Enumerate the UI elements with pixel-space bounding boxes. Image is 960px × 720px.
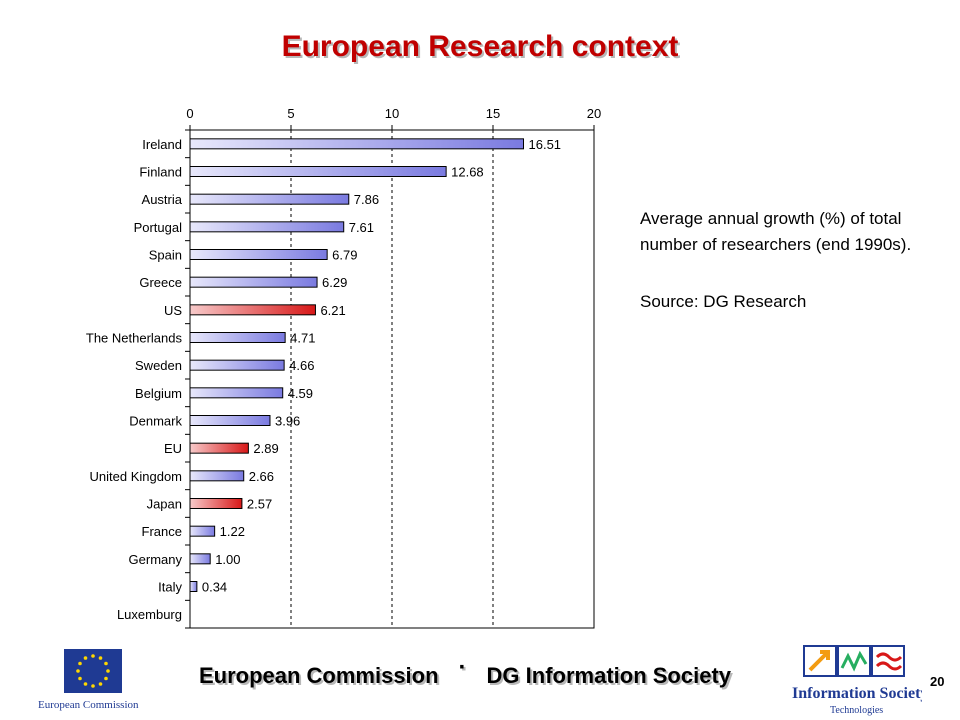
x-tick-label: 5	[287, 106, 294, 121]
value-label: 4.59	[288, 386, 313, 401]
category-label: Japan	[147, 497, 182, 512]
x-tick-label: 20	[587, 106, 601, 121]
eu-star-icon	[104, 661, 108, 666]
chart-description: Average annual growth (%) of total numbe…	[640, 209, 912, 254]
category-label: Portugal	[134, 220, 183, 235]
bar	[189, 415, 271, 426]
eu-star-icon	[91, 684, 95, 688]
eu-star-icon	[106, 669, 110, 673]
eu-star-icon	[83, 656, 88, 660]
value-label: 2.89	[253, 441, 278, 456]
bar	[189, 138, 525, 150]
category-label: The Netherlands	[86, 331, 183, 346]
slide-title: European Research context	[281, 30, 679, 63]
value-label: 6.79	[332, 248, 357, 263]
x-tick-label: 15	[486, 106, 500, 121]
eu-star-icon	[78, 661, 82, 666]
eu-star-icon	[76, 669, 80, 673]
footer-right: DG Information Society	[486, 663, 732, 688]
footer-left: European Commission	[198, 663, 439, 688]
eu-star-icon	[83, 682, 88, 686]
bar	[189, 249, 328, 260]
value-label: 0.34	[202, 580, 227, 595]
value-label: 2.66	[249, 469, 274, 484]
european-commission-logo: European Commission	[38, 649, 139, 711]
value-label: 1.00	[215, 552, 240, 567]
value-label: 7.61	[349, 220, 374, 235]
category-label: Sweden	[135, 358, 182, 373]
value-label: 16.51	[529, 137, 562, 152]
category-label: EU	[164, 441, 182, 456]
bar	[189, 498, 243, 509]
eu-star-icon	[78, 676, 82, 681]
category-label: Germany	[129, 552, 183, 567]
bar	[189, 470, 245, 482]
bar	[189, 166, 447, 177]
category-label: Spain	[149, 248, 182, 263]
bar	[189, 442, 249, 454]
value-label: 3.96	[275, 414, 300, 429]
eu-star-icon	[98, 656, 103, 660]
bar	[189, 525, 216, 537]
category-label: Italy	[158, 580, 182, 595]
value-label: 7.86	[354, 192, 379, 207]
footer: European Commission · DG Information Soc…	[160, 654, 770, 690]
ist-box-approx-icon	[871, 645, 905, 677]
bar	[189, 581, 198, 592]
category-label: Finland	[139, 165, 182, 180]
bar	[189, 221, 345, 233]
value-label: 1.22	[220, 524, 245, 539]
x-tick-label: 10	[385, 106, 399, 121]
ist-logo-line2: Technologies	[830, 705, 883, 716]
eu-star-icon	[98, 682, 103, 686]
value-label: 4.66	[289, 358, 314, 373]
category-label: Ireland	[142, 137, 182, 152]
category-label: United Kingdom	[90, 469, 183, 484]
bar	[189, 387, 284, 399]
category-label: US	[164, 303, 182, 318]
category-label: Belgium	[135, 386, 182, 401]
category-label: Greece	[139, 275, 182, 290]
bar	[189, 553, 211, 565]
value-label: 4.71	[290, 331, 315, 346]
bar	[189, 332, 286, 343]
category-label: Denmark	[129, 414, 182, 429]
value-label: 12.68	[451, 165, 484, 180]
information-society-logo: Information Society Technologies	[792, 645, 922, 716]
eu-star-icon	[104, 676, 108, 681]
footer-separator: ·	[458, 654, 467, 681]
value-label: 6.29	[322, 275, 347, 290]
ist-logo-line1: Information Society	[792, 685, 922, 702]
value-label: 2.57	[247, 497, 272, 512]
page-number: 20	[930, 674, 945, 689]
bar	[189, 304, 316, 316]
category-label: Luxemburg	[117, 607, 182, 622]
ec-logo-caption: European Commission	[38, 699, 139, 711]
bar	[189, 359, 285, 371]
category-label: Austria	[142, 192, 183, 207]
x-tick-label: 0	[186, 106, 193, 121]
chart-source: Source: DG Research	[640, 292, 807, 311]
value-label: 6.21	[320, 303, 345, 318]
bar	[189, 276, 318, 288]
category-label: France	[142, 524, 182, 539]
bar	[189, 193, 350, 205]
eu-star-icon	[91, 654, 95, 658]
